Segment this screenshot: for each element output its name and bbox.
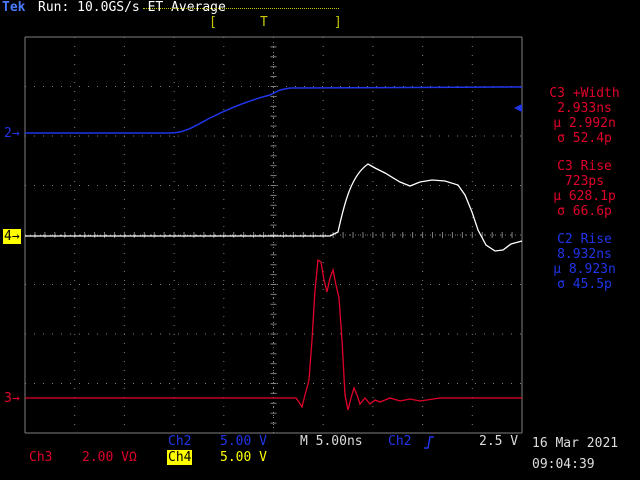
ch4-ground-marker[interactable]: 4→ [3,229,21,244]
ch3-scale[interactable]: 2.00 VΩ [82,450,137,465]
timebase-readout[interactable]: M 5.00ns [300,434,363,449]
ch2-scale[interactable]: 5.00 V [220,434,267,449]
top-status-bar: Tek Run: 10.0GS/s ET Average [0,0,640,18]
trigger-level[interactable]: 2.5 V [479,434,519,449]
measurement-mean: μ 628.1p [553,189,616,204]
ch3-ground-marker[interactable]: 3→ [4,391,20,406]
ch4-waveform [25,163,523,252]
measurement-title: C2 Rise [557,232,612,247]
trigger-position-track[interactable] [143,8,339,10]
rising-edge-icon [424,436,434,449]
trigger-source[interactable]: Ch2 [388,434,412,449]
measurement-title: C3 Rise [557,159,612,174]
measurement-title: C3 +Width [549,86,620,101]
time-readout: 09:04:39 [532,457,595,472]
ch2-ground-marker[interactable]: 2→ [4,126,20,141]
measurement-c2-rise: C2 Rise 8.932ns μ 8.923n σ 45.5p [532,232,637,292]
ch2-label[interactable]: Ch2 [168,434,192,449]
ch3-label[interactable]: Ch3 [29,450,53,465]
ch4-label[interactable]: Ch4 [167,450,193,465]
brand-label: Tek [2,0,26,15]
measurement-mean: μ 2.992n [553,116,616,131]
measurement-value: 723ps [564,174,605,189]
record-right-bracket: ] [334,15,342,30]
ch4-scale[interactable]: 5.00 V [220,450,267,465]
trigger-position-marker[interactable]: T [260,15,268,30]
ch3-waveform [25,258,522,411]
measurement-c3-width: C3 +Width 2.933ns μ 2.992n σ 52.4p [532,86,637,146]
graticule [24,36,523,434]
measurement-sigma: σ 52.4p [557,131,612,146]
ch2-trigger-level-marker[interactable] [514,104,522,112]
ch2-waveform [25,86,523,134]
measurement-value: 8.932ns [557,247,612,262]
record-left-bracket: [ [209,15,217,30]
measurement-c3-rise: C3 Rise 723ps μ 628.1p σ 66.6p [532,159,637,219]
measurement-sigma: σ 45.5p [557,277,612,292]
measurement-value: 2.933ns [557,101,612,116]
acquisition-status: Run: 10.0GS/s ET Average [38,0,226,15]
measurement-mean: μ 8.923n [553,262,616,277]
date-readout: 16 Mar 2021 [532,436,619,451]
measurement-sigma: σ 66.6p [557,204,612,219]
